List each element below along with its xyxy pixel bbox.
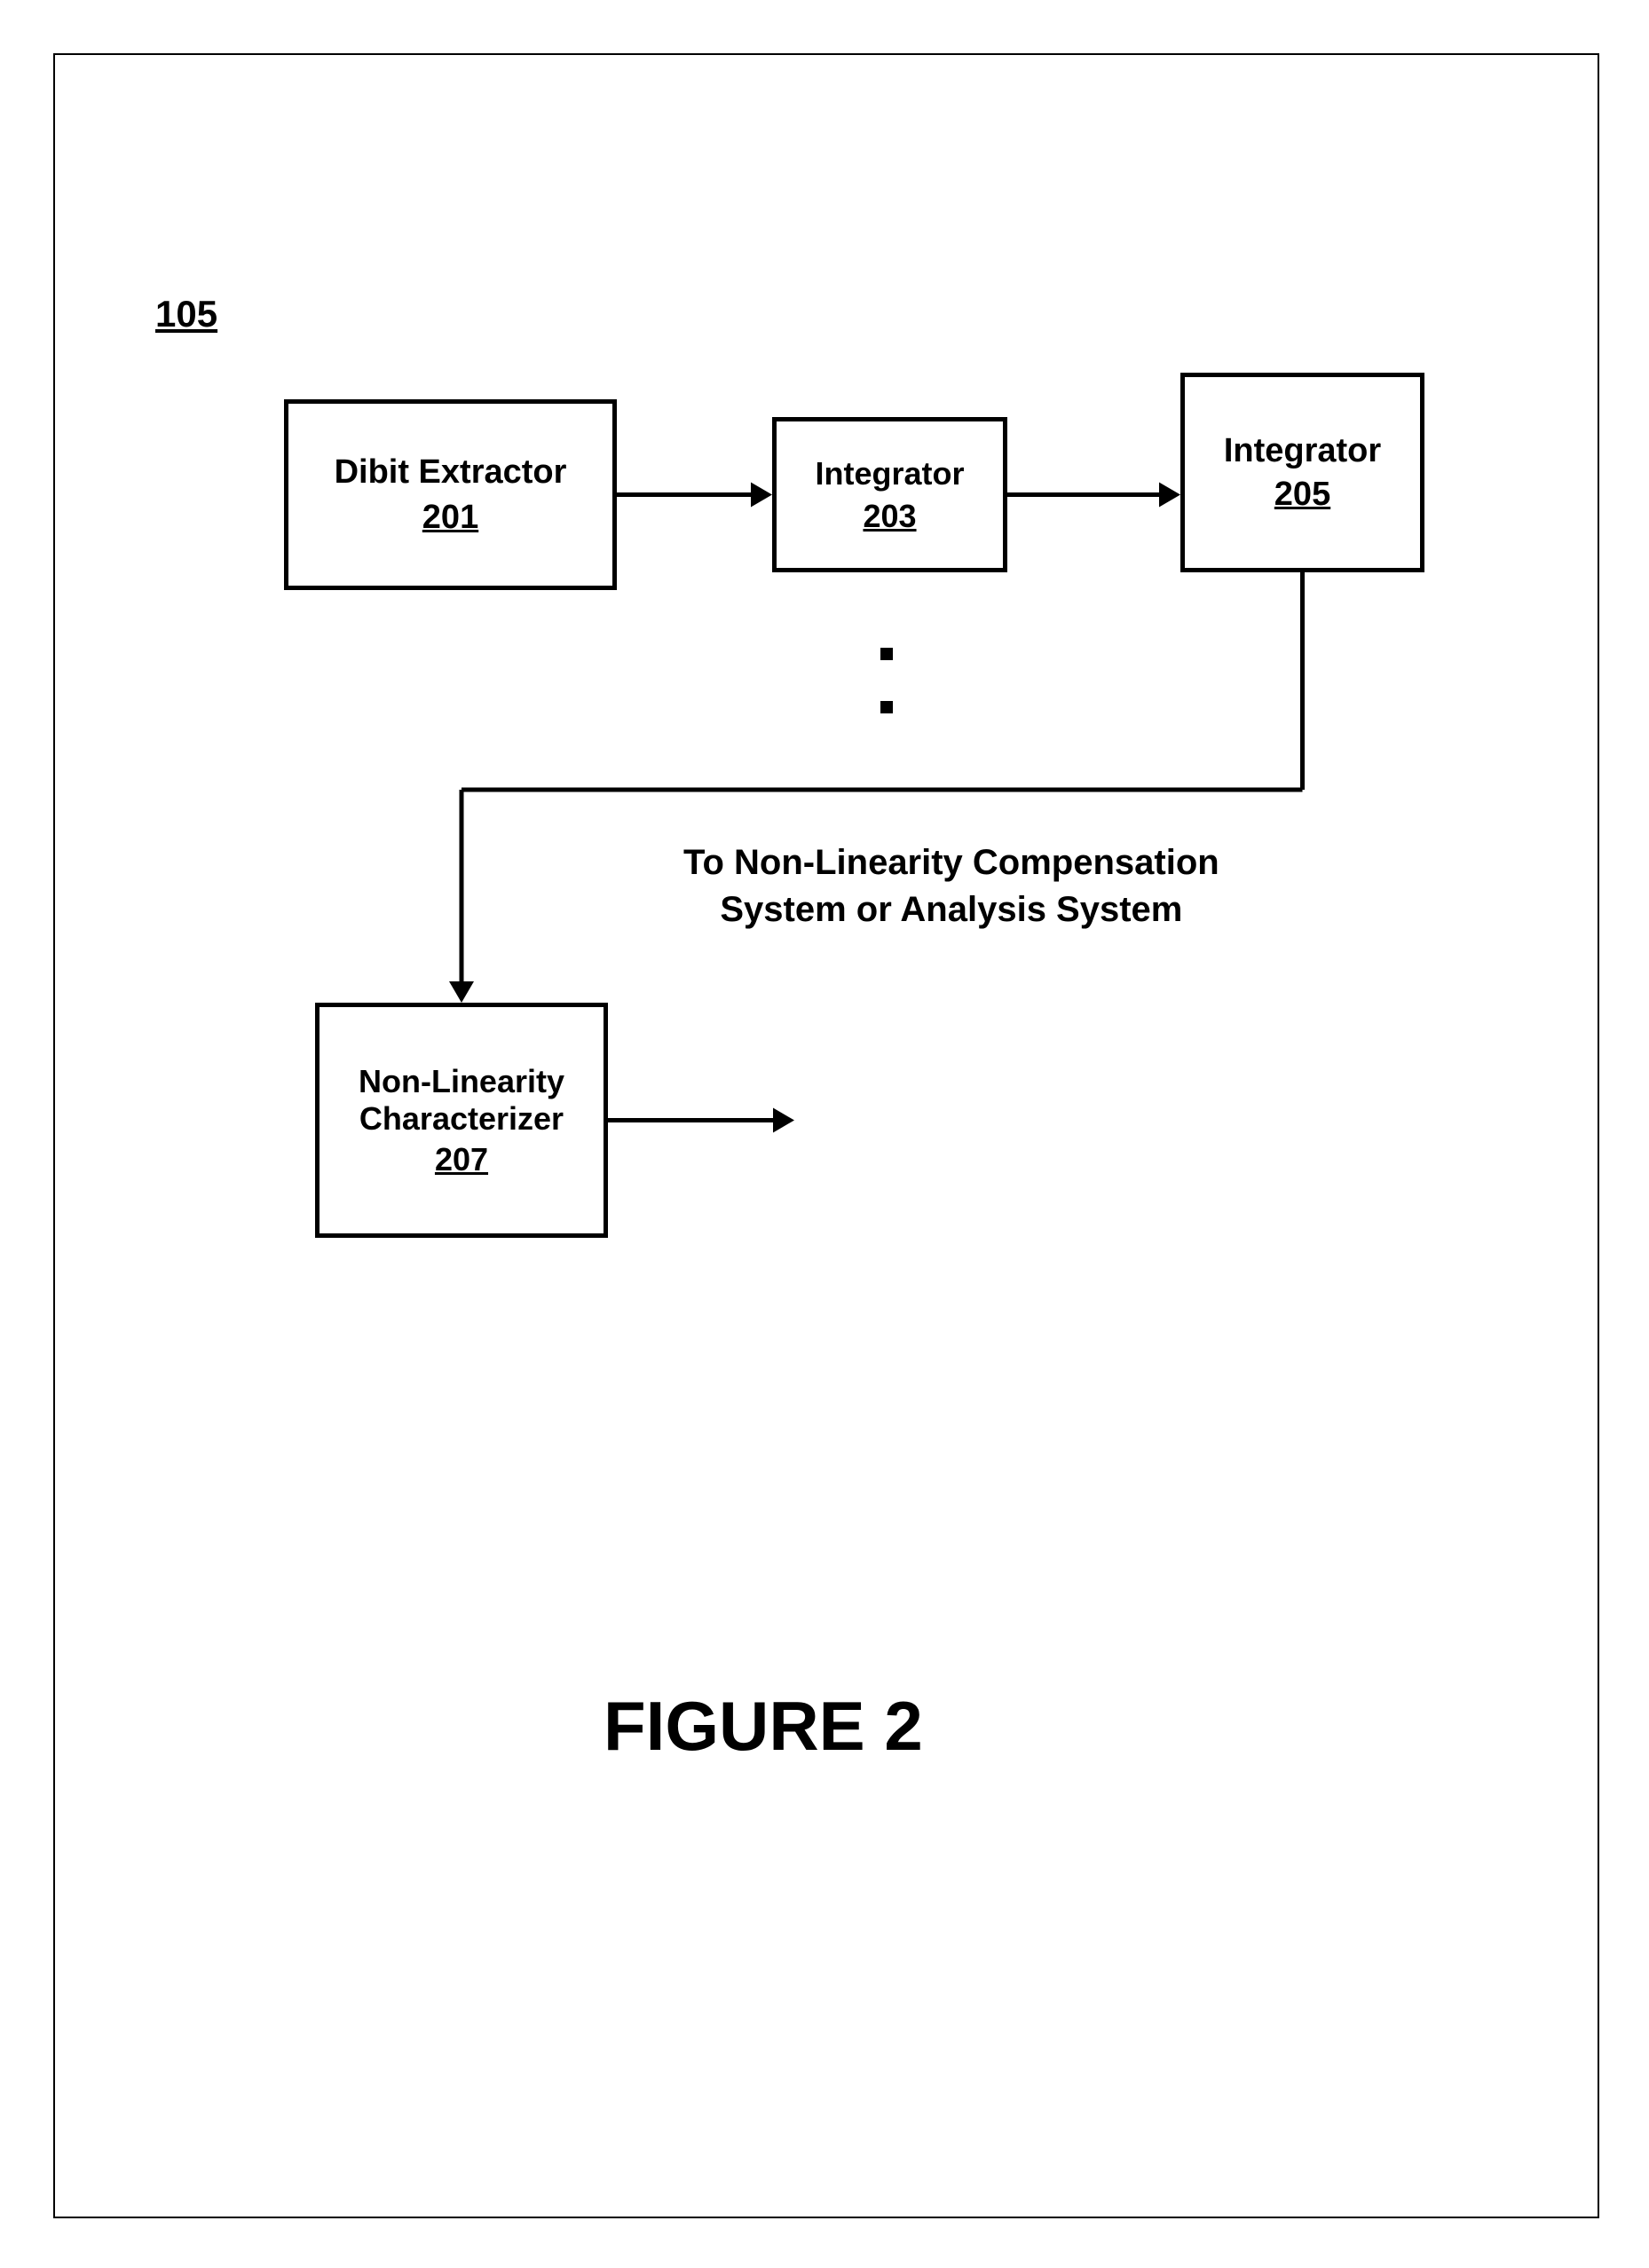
non-linearity-characterizer-block: Non-LinearityCharacterizer 207 <box>315 1003 608 1238</box>
integrator-2-title: Integrator <box>1224 432 1381 470</box>
non-linearity-characterizer-number: 207 <box>435 1141 488 1178</box>
non-linearity-characterizer-title-line: Non-Linearity <box>359 1063 564 1100</box>
integrator-1-block: Integrator 203 <box>772 417 1007 572</box>
dibit-extractor-title: Dibit Extractor <box>335 453 567 492</box>
output-annotation-line: To Non-Linearity Compensation <box>683 843 1219 883</box>
non-linearity-characterizer-title: Non-LinearityCharacterizer <box>359 1063 564 1138</box>
integrator-1-title: Integrator <box>815 455 964 492</box>
output-annotation-line: System or Analysis System <box>683 890 1219 930</box>
dibit-extractor-block: Dibit Extractor 201 <box>284 399 617 590</box>
integrator-2-number: 205 <box>1274 476 1330 514</box>
reference-number: 105 <box>155 293 217 335</box>
output-annotation: To Non-Linearity Compensation System or A… <box>683 843 1219 937</box>
ellipsis-dot <box>880 648 893 660</box>
non-linearity-characterizer-title-line: Characterizer <box>359 1100 564 1138</box>
dibit-extractor-number: 201 <box>422 499 478 537</box>
integrator-1-number: 203 <box>863 498 916 535</box>
integrator-2-block: Integrator 205 <box>1180 373 1424 572</box>
ellipsis-dot <box>880 701 893 713</box>
figure-label: FIGURE 2 <box>604 1686 923 1767</box>
